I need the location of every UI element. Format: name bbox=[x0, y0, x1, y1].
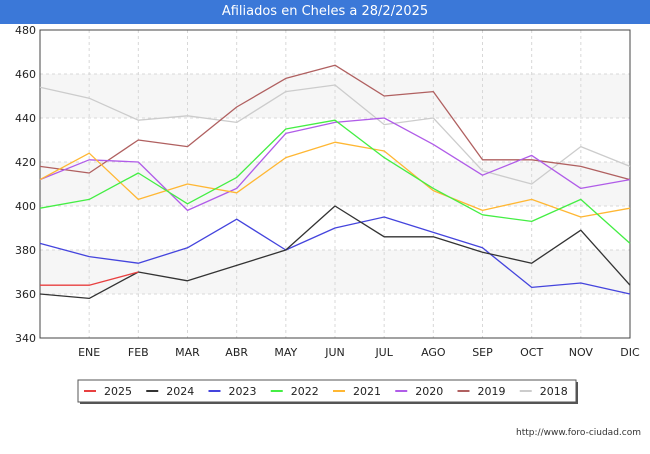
legend: 2025 2024 2023 2022 2021 2020 2019 2018 bbox=[77, 379, 578, 404]
x-tick-label: NOV bbox=[569, 346, 594, 359]
legend-label-2025: 2025 bbox=[104, 385, 132, 398]
x-tick-label: ENE bbox=[78, 346, 100, 359]
x-tick-label: ABR bbox=[225, 346, 248, 359]
series-line-2023 bbox=[39, 216, 631, 295]
legend-label-2022: 2022 bbox=[291, 385, 319, 398]
grid-lines bbox=[39, 29, 631, 339]
x-tick-label: SEP bbox=[472, 346, 493, 359]
y-axis-ticks: 340 360 380 400 420 440 460 480 bbox=[15, 24, 36, 345]
x-tick-label: MAR bbox=[175, 346, 200, 359]
series-line-2018 bbox=[39, 84, 631, 185]
y-tick-label: 440 bbox=[15, 112, 36, 125]
legend-label-2019: 2019 bbox=[478, 385, 506, 398]
legend-label-2020: 2020 bbox=[415, 385, 443, 398]
series-line-2019 bbox=[39, 64, 631, 181]
chart-title: Afiliados en Cheles a 28/2/2025 bbox=[0, 0, 650, 24]
x-tick-label: JUN bbox=[324, 346, 345, 359]
series-line-2021 bbox=[39, 141, 631, 218]
x-tick-label: OCT bbox=[520, 346, 543, 359]
legend-label-2018: 2018 bbox=[540, 385, 568, 398]
y-tick-label: 400 bbox=[15, 200, 36, 213]
y-tick-label: 480 bbox=[15, 24, 36, 37]
y-tick-label: 360 bbox=[15, 288, 36, 301]
legend-label-2023: 2023 bbox=[229, 385, 257, 398]
legend-label-2021: 2021 bbox=[353, 385, 381, 398]
x-axis-ticks: ENE FEB MAR ABR MAY JUN JUL AGO SEP OCT NOV DIC bbox=[78, 346, 640, 359]
series-line-2020 bbox=[39, 117, 631, 212]
x-tick-label: FEB bbox=[128, 346, 149, 359]
plot-background bbox=[40, 30, 630, 338]
y-tick-label: 380 bbox=[15, 244, 36, 257]
x-tick-label: AGO bbox=[421, 346, 446, 359]
x-tick-label: JUL bbox=[374, 346, 393, 359]
y-tick-label: 340 bbox=[15, 332, 36, 345]
x-tick-label: MAY bbox=[274, 346, 297, 359]
chart-area: 340 360 380 400 420 440 460 480 ENE FEB MAR ABR MAY… bbox=[0, 24, 650, 450]
legend-label-2024: 2024 bbox=[166, 385, 194, 398]
x-tick-label: DIC bbox=[620, 346, 640, 359]
series-line-2022 bbox=[39, 119, 631, 244]
y-tick-label: 460 bbox=[15, 68, 36, 81]
legend-box bbox=[77, 379, 577, 403]
series-lines bbox=[39, 64, 631, 300]
plot-border bbox=[39, 29, 631, 339]
y-tick-label: 420 bbox=[15, 156, 36, 169]
line-chart: 340 360 380 400 420 440 460 480 ENE FEB MAR ABR MAY… bbox=[15, 24, 640, 404]
source-url: http://www.foro-ciudad.com bbox=[516, 428, 641, 438]
series-line-2025 bbox=[40, 271, 139, 286]
